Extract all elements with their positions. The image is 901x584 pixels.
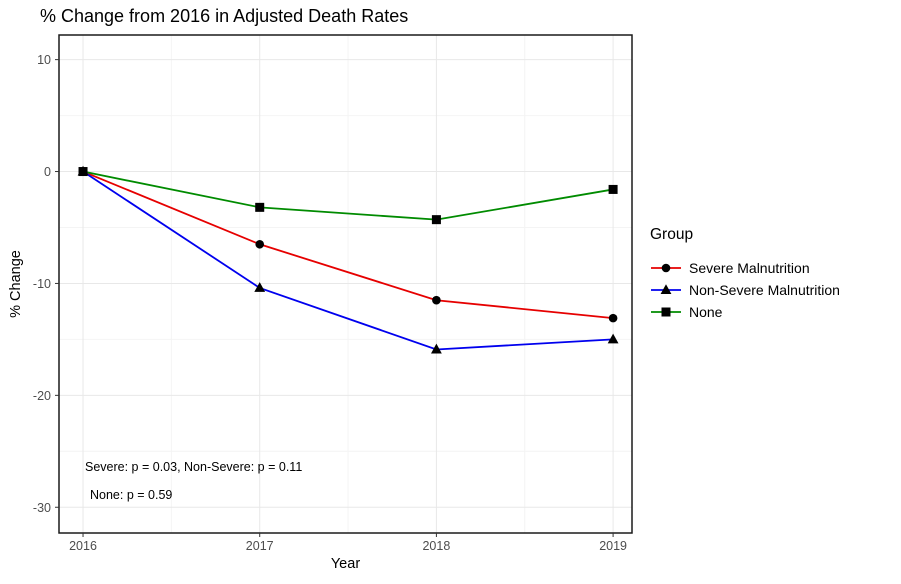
data-point-square — [255, 202, 265, 212]
legend-key-marker — [660, 284, 672, 294]
x-tick-label: 2019 — [599, 539, 627, 553]
legend-item-none: None — [650, 301, 840, 323]
legend-label: Non-Severe Malnutrition — [689, 282, 840, 298]
legend-label: Severe Malnutrition — [689, 260, 810, 276]
data-point-square — [431, 215, 441, 225]
data-point-square — [78, 167, 88, 177]
legend-label: None — [689, 304, 723, 320]
series-line-severe-malnutrition — [82, 170, 614, 320]
y-axis-title: % Change — [8, 250, 24, 318]
legend: Group Severe Malnutrition Non-Severe Mal… — [650, 226, 840, 323]
annotation-line: None: p = 0.59 — [90, 488, 173, 502]
data-point-circle — [608, 313, 618, 323]
data-point-circle — [255, 239, 265, 249]
y-tick-label: -20 — [33, 389, 51, 403]
panel-border — [58, 34, 633, 534]
data-point-triangle — [254, 282, 266, 292]
legend-key-glyph — [651, 284, 681, 294]
data-point-circle — [432, 295, 441, 305]
legend-key-glyph — [651, 263, 681, 273]
y-tick-label: 0 — [44, 165, 51, 179]
x-tick-label: 2018 — [422, 539, 450, 553]
chart-title: % Change from 2016 in Adjusted Death Rat… — [40, 6, 409, 26]
x-axis-title: Year — [330, 556, 361, 572]
series-line-non-severe-malnutrition — [82, 170, 614, 351]
legend-item-severe-malnutrition: Severe Malnutrition — [650, 257, 840, 279]
legend-key-square-icon — [650, 304, 682, 320]
data-point-triangle — [431, 343, 442, 354]
x-tick-label: 2016 — [69, 539, 97, 553]
legend-key-triangle-icon — [650, 282, 682, 298]
legend-key-glyph — [651, 307, 681, 317]
legend-item-non-severe-malnutrition: Non-Severe Malnutrition — [650, 279, 840, 301]
data-point-square — [608, 184, 618, 194]
legend-title: Group — [650, 226, 694, 243]
legend-key-marker — [661, 307, 671, 317]
y-tick-label: -10 — [33, 277, 51, 291]
y-tick-label: -30 — [33, 501, 51, 515]
annotation-line: Severe: p = 0.03, Non-Severe: p = 0.11 — [85, 460, 303, 474]
y-tick-label: 10 — [37, 53, 51, 67]
legend-key-marker — [661, 263, 671, 273]
data-point-triangle — [607, 333, 619, 344]
legend-key-circle-icon — [650, 260, 682, 276]
pvalue-annotation: Severe: p = 0.03, Non-Severe: p = 0.11 N… — [85, 453, 302, 509]
x-tick-label: 2017 — [246, 539, 274, 553]
series-line-none — [82, 170, 614, 221]
